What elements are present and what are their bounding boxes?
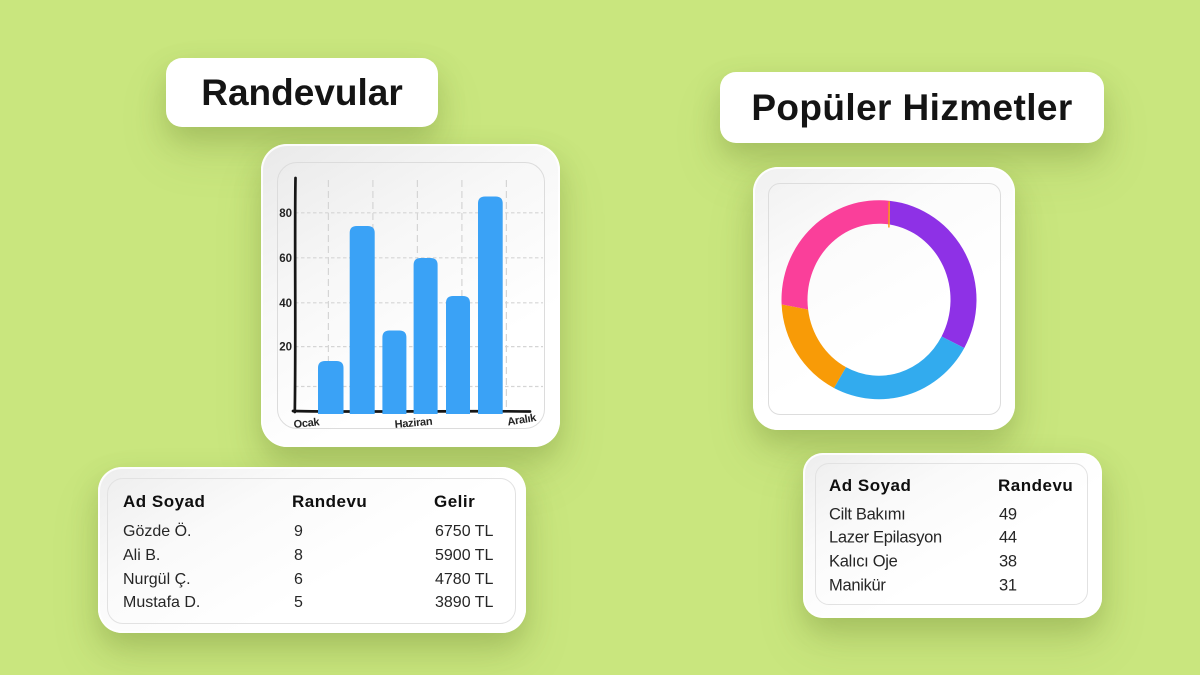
svg-text:80: 80 <box>279 208 292 220</box>
svg-text:40: 40 <box>279 298 292 310</box>
svg-text:Ocak: Ocak <box>293 416 321 431</box>
svg-text:60: 60 <box>279 253 292 265</box>
svg-text:Aralık: Aralık <box>507 412 538 429</box>
svg-text:20: 20 <box>279 342 292 354</box>
svg-text:Haziran: Haziran <box>394 416 433 431</box>
